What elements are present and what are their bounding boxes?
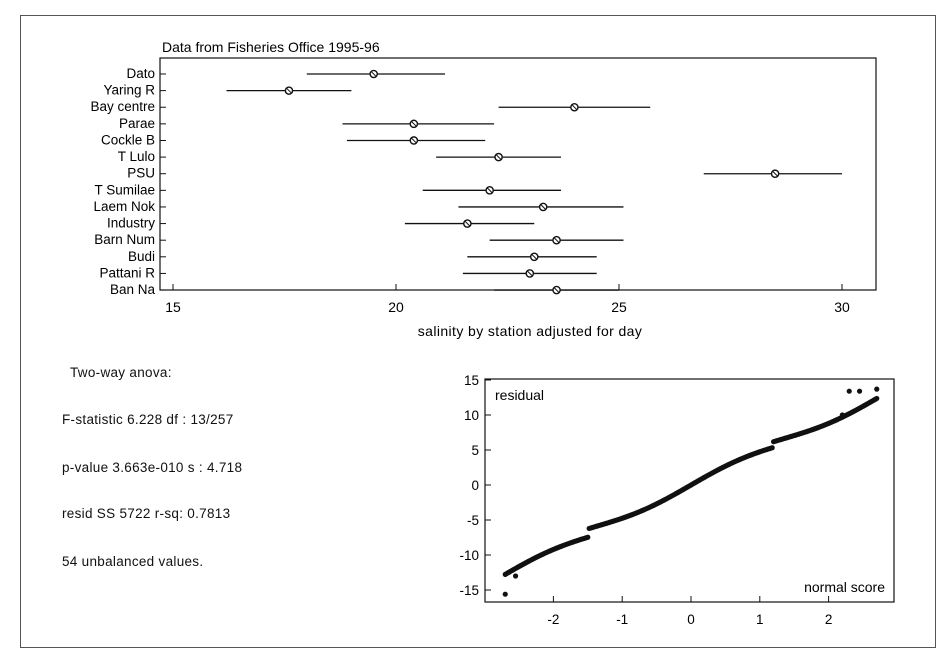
mean-marker-cross <box>554 237 560 243</box>
ci-x-axis-label: salinity by station adjusted for day <box>418 323 643 339</box>
x-tick-label: 15 <box>165 299 181 315</box>
mean-marker-cross <box>464 221 470 227</box>
station-label: Yaring R <box>103 83 155 98</box>
mean-marker-cross <box>286 88 292 94</box>
station-label: T Sumilae <box>94 182 155 197</box>
x-tick-label: 20 <box>388 299 404 315</box>
mean-marker-cross <box>487 187 493 193</box>
anova-title: Two-way anova: <box>70 365 172 380</box>
mean-marker-cross <box>772 171 778 177</box>
confidence-interval-chart: Data from Fisheries Office 1995-96 salin… <box>90 39 877 339</box>
mean-marker-cross <box>496 154 502 160</box>
station-label: Bay centre <box>90 99 155 114</box>
mean-marker-cross <box>540 204 546 210</box>
station-label: Barn Num <box>94 232 155 247</box>
station-label: Dato <box>126 66 155 81</box>
station-label: Parae <box>119 116 155 131</box>
mean-marker-cross <box>411 121 417 127</box>
station-label: T Lulo <box>118 149 155 164</box>
mean-marker-cross <box>411 137 417 144</box>
x-tick-label: 25 <box>611 299 627 315</box>
anova-unbalanced: 54 unbalanced values. <box>62 554 204 569</box>
ci-chart-title: Data from Fisheries Office 1995-96 <box>162 39 380 55</box>
station-label: Cockle B <box>101 132 155 147</box>
anova-resid-ss: resid SS 5722 r-sq: 0.7813 <box>62 506 231 521</box>
station-label: Ban Na <box>110 282 156 297</box>
station-label: Laem Nok <box>93 199 155 214</box>
mean-marker-cross <box>531 254 537 260</box>
station-label: Pattani R <box>99 265 155 280</box>
mean-marker-cross <box>371 71 377 77</box>
mean-marker-cross <box>527 270 533 276</box>
station-label: Budi <box>128 249 155 264</box>
anova-f-statistic: F-statistic 6.228 df : 13/257 <box>62 412 234 427</box>
anova-p-value: p-value 3.663e-010 s : 4.718 <box>62 460 243 475</box>
station-label: PSU <box>127 166 155 181</box>
mean-marker-cross <box>571 104 577 110</box>
x-tick-label: 30 <box>834 299 850 315</box>
station-label: Industry <box>107 216 155 231</box>
mean-marker-cross <box>554 287 560 293</box>
